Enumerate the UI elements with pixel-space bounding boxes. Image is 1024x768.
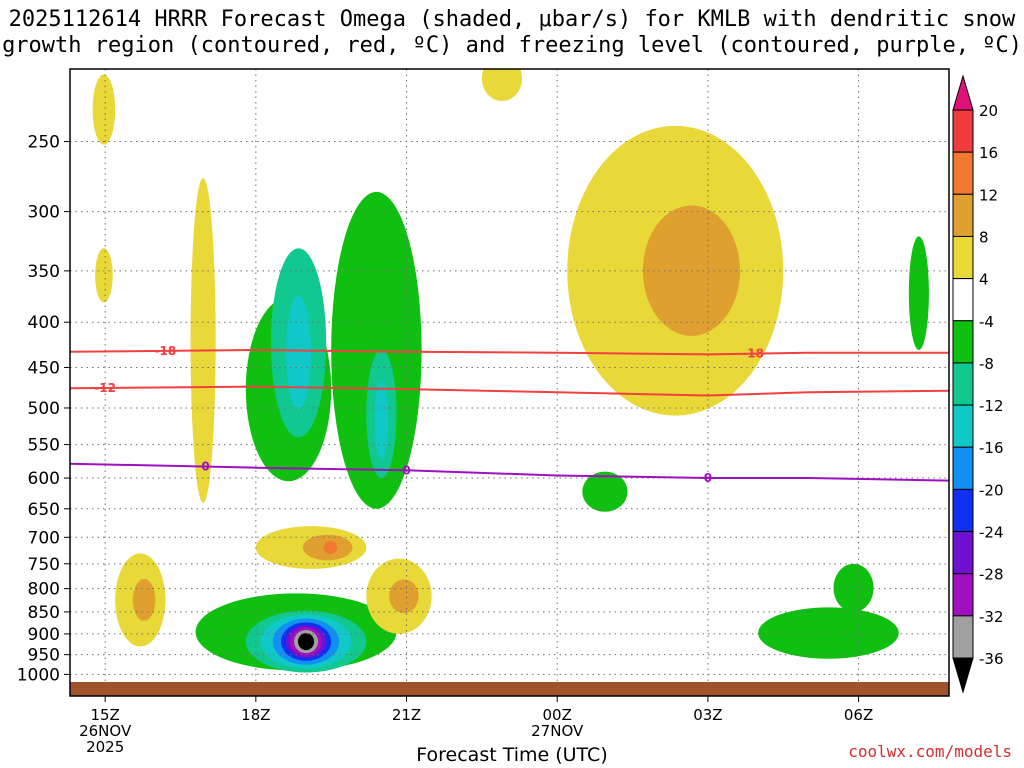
- y-tick-label: 500: [28, 399, 60, 419]
- y-tick-label: 650: [28, 500, 60, 520]
- shade-core: [374, 382, 389, 459]
- colorbar-box: [952, 573, 974, 617]
- colorbar-label: 4: [979, 271, 989, 289]
- colorbar-box: [952, 320, 974, 364]
- shade-region: [190, 178, 216, 503]
- colorbar-label: -16: [979, 439, 1004, 457]
- colorbar: 20 16 12 8 4 -4 -8 -12 -16 -20 -24 -28 -32 -36: [952, 74, 1004, 694]
- contour-line: [70, 348, 949, 356]
- colorbar-box: [952, 362, 974, 406]
- colorbar-arrow-bottom: [952, 657, 974, 694]
- shade-core: [132, 579, 156, 621]
- x-tick-sublabel: 27NOV: [531, 722, 584, 740]
- contours: -18 -18 -12 0 0 0: [70, 344, 949, 485]
- colorbar-box: [952, 235, 974, 280]
- colorbar-box: [952, 151, 974, 195]
- shade-core: [642, 205, 741, 336]
- y-tick-label: 400: [28, 313, 60, 333]
- x-tick-label: 03Z: [693, 706, 722, 724]
- contour-label: 0: [704, 471, 712, 485]
- colorbar-box: [952, 446, 974, 490]
- plot-frame: [69, 68, 950, 697]
- colorbar-box: [952, 404, 974, 448]
- y-tick-label: 1000: [17, 665, 60, 685]
- y-tick-label: 550: [28, 436, 60, 456]
- colorbar-arrow-top: [952, 74, 974, 111]
- shade-region: [92, 74, 116, 145]
- colorbar-box: [952, 109, 974, 153]
- y-tick-label: 800: [28, 580, 60, 600]
- shade-region: [95, 248, 113, 303]
- colorbar-label: 16: [979, 144, 998, 162]
- colorbar-box: [952, 488, 974, 533]
- colorbar-label: -20: [979, 481, 1004, 499]
- contour-label: -18: [742, 347, 764, 361]
- credit-text: coolwx.com/models: [848, 742, 1012, 761]
- colorbar-label: -24: [979, 524, 1004, 542]
- y-tick-label: 950: [28, 646, 60, 666]
- colorbar-label: 12: [979, 186, 998, 204]
- x-tick-sublabel: 26NOV: [79, 722, 132, 740]
- shade-region: [908, 236, 929, 350]
- ground-bar: [70, 682, 949, 696]
- y-tick-label: 250: [28, 133, 60, 153]
- shade-region: [331, 191, 422, 509]
- y-tick-label: 900: [28, 625, 60, 645]
- contour-label: 0: [201, 460, 209, 474]
- y-tick-label: 700: [28, 528, 60, 548]
- colorbar-label: -4: [979, 313, 994, 331]
- y-tick-label: 350: [28, 262, 60, 282]
- shade-core: [286, 295, 311, 410]
- colorbar-label: -28: [979, 566, 1004, 584]
- shade-region: [582, 471, 628, 512]
- omega-shading: [92, 69, 929, 673]
- colorbar-label: -12: [979, 397, 1004, 415]
- colorbar-box: [952, 193, 974, 237]
- shade-core: [323, 541, 338, 554]
- y-tick-label: 850: [28, 603, 60, 623]
- contour-label: 0: [402, 463, 410, 477]
- x-tick-label: 21Z: [392, 706, 421, 724]
- shade-core: [389, 579, 419, 614]
- x-tick-sublabel: 2025: [86, 738, 124, 756]
- shade-region: [833, 563, 874, 612]
- x-tick-label: 00Z: [543, 706, 572, 724]
- shade-region: [758, 607, 899, 659]
- x-tick-label: 06Z: [844, 706, 873, 724]
- contour-line: [70, 462, 949, 482]
- colorbar-label: -32: [979, 608, 1004, 626]
- x-tick-label: 18Z: [241, 706, 270, 724]
- colorbar-box: [952, 531, 974, 575]
- y-tick-label: 300: [28, 203, 60, 223]
- contour-line: [70, 385, 949, 397]
- y-tick-label: 600: [28, 469, 60, 489]
- y-tick-label: 450: [28, 358, 60, 378]
- colorbar-label: -8: [979, 355, 994, 373]
- shade-region: [481, 69, 523, 102]
- chart-title-line1: 2025112614 HRRR Forecast Omega (shaded, …: [8, 7, 1016, 32]
- y-tick-label: 750: [28, 555, 60, 575]
- shade-core: [298, 633, 315, 651]
- y-axis: 2503003504004505005506006507007508008509…: [17, 133, 70, 685]
- x-axis-title: Forecast Time (UTC): [416, 744, 608, 766]
- contour-label: -18: [155, 344, 177, 358]
- colorbar-label: -36: [979, 650, 1004, 668]
- colorbar-label: 8: [979, 228, 989, 246]
- colorbar-box: [952, 278, 974, 322]
- colorbar-box: [952, 615, 974, 659]
- x-tick-label: 15Z: [90, 706, 119, 724]
- chart-title-line2: growth region (contoured, red, ºC) and f…: [2, 33, 1022, 58]
- colorbar-label: 20: [979, 102, 998, 120]
- contour-label: -12: [94, 381, 116, 395]
